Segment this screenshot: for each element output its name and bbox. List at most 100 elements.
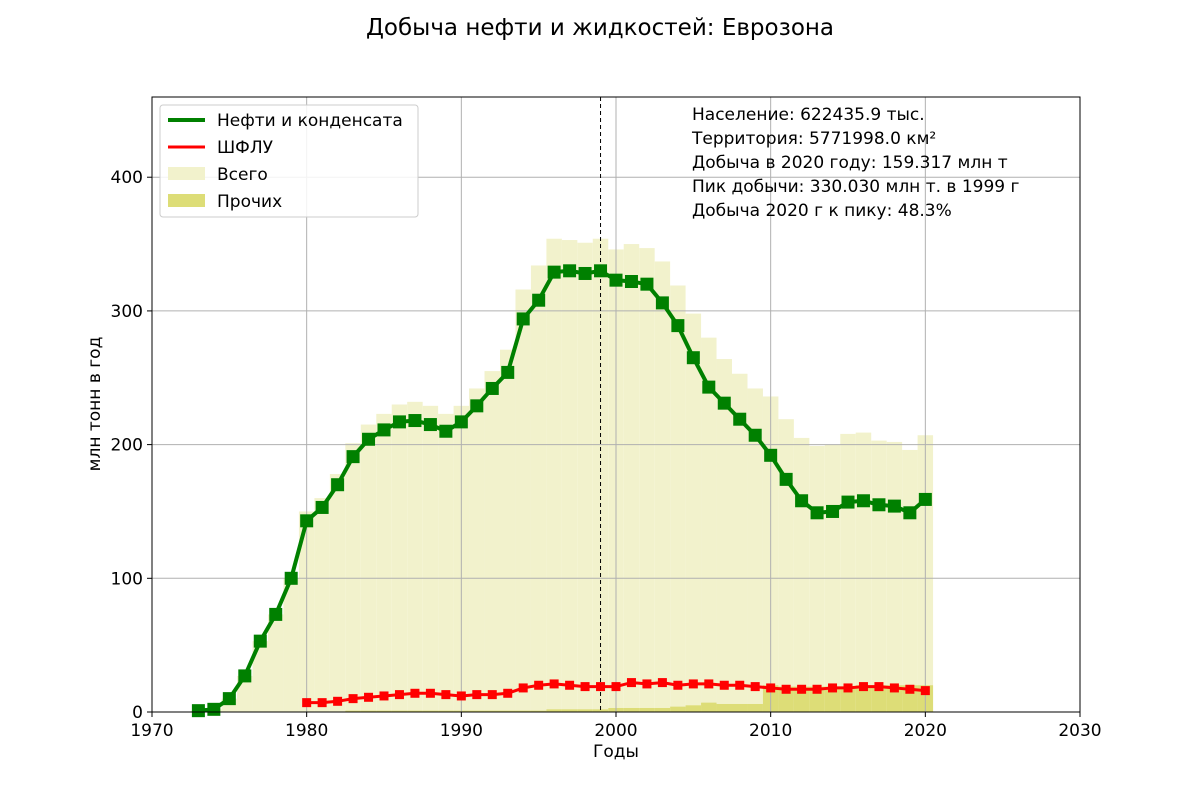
point-oil-2016 xyxy=(856,494,870,508)
point-ngl-2009 xyxy=(750,682,760,692)
x-tick-label: 2020 xyxy=(904,721,947,741)
point-oil-1988 xyxy=(423,418,437,432)
info-population: Население: 622435.9 тыс. xyxy=(692,105,925,125)
point-ngl-1995 xyxy=(534,680,544,690)
point-oil-2019 xyxy=(903,506,917,520)
point-ngl-2000 xyxy=(611,682,621,692)
bar-other-2015 xyxy=(840,686,856,712)
bar-other-2016 xyxy=(855,685,872,712)
point-oil-2002 xyxy=(640,277,654,291)
point-oil-1981 xyxy=(315,500,329,514)
bar-total-1981 xyxy=(314,498,330,712)
point-ngl-2011 xyxy=(781,684,791,694)
bar-other-2003 xyxy=(654,707,671,712)
point-ngl-2014 xyxy=(828,683,838,693)
point-ngl-2015 xyxy=(843,683,853,693)
bar-total-1989 xyxy=(438,413,454,712)
point-ngl-1991 xyxy=(472,690,482,700)
y-tick-label: 0 xyxy=(132,703,143,723)
bar-total-2016 xyxy=(855,432,872,712)
bar-other-2001 xyxy=(623,707,640,712)
point-ngl-1985 xyxy=(379,691,389,701)
point-ngl-1988 xyxy=(425,688,435,698)
point-oil-1990 xyxy=(454,415,468,429)
bar-total-1983 xyxy=(345,443,361,712)
y-tick-label: 300 xyxy=(111,302,143,322)
bar-other-1998 xyxy=(577,709,593,712)
bar-total-2008 xyxy=(732,373,748,712)
point-ngl-2016 xyxy=(858,682,868,692)
point-ngl-1984 xyxy=(364,692,374,702)
bar-total-2018 xyxy=(886,441,903,712)
bar-total-2005 xyxy=(685,313,702,712)
point-oil-2003 xyxy=(655,296,669,310)
bar-total-1992 xyxy=(484,371,500,712)
point-oil-1974 xyxy=(207,702,221,716)
bar-total-2002 xyxy=(639,248,655,712)
bar-other-1987 xyxy=(407,710,423,712)
point-ngl-2008 xyxy=(735,680,745,690)
legend-label-total: Всего xyxy=(217,165,268,185)
bar-other-2005 xyxy=(685,705,702,712)
point-oil-2017 xyxy=(872,498,886,512)
bar-other-1986 xyxy=(391,710,408,712)
info-peak: Пик добычи: 330.030 млн т. в 1999 г xyxy=(692,177,1020,197)
point-oil-1989 xyxy=(439,424,453,438)
bar-total-2017 xyxy=(871,440,887,712)
bar-other-1993 xyxy=(500,710,516,712)
point-ngl-1983 xyxy=(348,694,358,704)
x-tick-label: 1990 xyxy=(440,721,483,741)
point-ngl-2019 xyxy=(905,684,915,694)
point-oil-1983 xyxy=(346,450,360,464)
point-ngl-1989 xyxy=(441,690,451,700)
point-oil-2008 xyxy=(733,412,747,426)
point-oil-2004 xyxy=(671,319,685,333)
point-ngl-2004 xyxy=(673,680,683,690)
point-oil-1995 xyxy=(532,293,546,307)
point-ngl-1986 xyxy=(394,690,404,700)
bar-total-2007 xyxy=(716,359,732,712)
bar-total-2006 xyxy=(701,337,717,712)
point-oil-1996 xyxy=(547,265,561,279)
bar-total-2019 xyxy=(902,449,918,712)
point-ngl-1990 xyxy=(456,691,466,701)
bar-other-2017 xyxy=(871,685,887,712)
point-oil-1984 xyxy=(362,432,376,446)
point-ngl-1993 xyxy=(503,688,513,698)
point-oil-1973 xyxy=(191,704,205,718)
point-oil-1997 xyxy=(563,264,577,278)
bar-total-2015 xyxy=(840,433,856,712)
point-ngl-2006 xyxy=(704,679,714,689)
bar-total-1979 xyxy=(283,578,299,712)
point-oil-2007 xyxy=(717,396,731,410)
bar-total-2009 xyxy=(747,388,763,712)
point-oil-1985 xyxy=(377,423,391,437)
bar-total-2013 xyxy=(809,445,825,712)
point-ngl-2005 xyxy=(688,679,698,689)
bar-other-2014 xyxy=(824,686,841,712)
point-oil-1998 xyxy=(578,266,592,280)
y-tick-label: 100 xyxy=(111,569,143,589)
point-ngl-1980 xyxy=(302,698,312,708)
bar-other-2004 xyxy=(670,706,686,712)
chart-title: Добыча нефти и жидкостей: Еврозона xyxy=(366,15,834,41)
y-tick-label: 400 xyxy=(111,168,143,188)
bar-total-2003 xyxy=(654,261,671,712)
point-ngl-2020 xyxy=(920,686,930,696)
bar-total-1996 xyxy=(546,238,562,712)
point-oil-1991 xyxy=(470,399,484,413)
bar-total-1991 xyxy=(469,388,485,712)
bar-total-1987 xyxy=(407,401,423,712)
bar-other-2009 xyxy=(747,703,763,712)
point-ngl-1982 xyxy=(333,696,343,706)
point-oil-2018 xyxy=(887,499,901,513)
point-oil-2001 xyxy=(624,275,638,288)
bar-other-2008 xyxy=(732,703,748,712)
point-ngl-1998 xyxy=(580,682,590,692)
bar-total-1986 xyxy=(391,404,408,712)
bar-other-1995 xyxy=(530,710,547,712)
bar-other-1992 xyxy=(484,710,500,712)
point-oil-2011 xyxy=(779,472,793,486)
point-oil-1980 xyxy=(300,514,314,528)
